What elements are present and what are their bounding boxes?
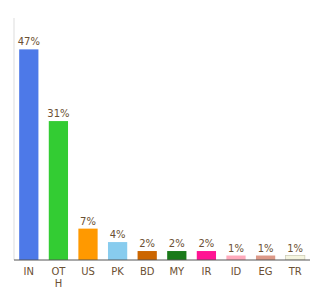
- data-label: 4%: [110, 229, 126, 240]
- bar: [226, 256, 245, 260]
- x-axis-line: [14, 260, 310, 261]
- bar: [197, 251, 216, 260]
- data-label: 1%: [258, 243, 274, 254]
- data-label: 2%: [139, 238, 155, 249]
- x-tick-label: PK: [111, 266, 124, 277]
- bar: [19, 49, 38, 260]
- x-tick-label: US: [81, 266, 95, 277]
- x-tick-label: ID: [231, 266, 242, 277]
- bar: [138, 251, 157, 260]
- x-tick-label: EG: [259, 266, 273, 277]
- chart-container: 47% IN 31% OTH 7% US 4% PK 2% BD 2% MY 2% IR 1% ID 1% EG 1…: [0, 0, 320, 300]
- data-label: 47%: [18, 36, 40, 47]
- bar: [108, 242, 127, 260]
- data-label: 2%: [198, 238, 214, 249]
- bar: [167, 251, 186, 260]
- bar: [49, 121, 68, 260]
- data-label: 1%: [287, 243, 303, 254]
- x-tick-label: TR: [288, 266, 302, 277]
- x-tick-label: OTH: [51, 266, 66, 289]
- y-axis-line: [14, 18, 15, 260]
- bar: [256, 256, 275, 260]
- chart: 47% IN 31% OTH 7% US 4% PK 2% BD 2% MY 2% IR 1% ID 1% EG 1…: [0, 0, 320, 300]
- data-label: 31%: [47, 108, 69, 119]
- bars: [19, 49, 305, 260]
- data-label: 2%: [169, 238, 185, 249]
- bar: [78, 229, 97, 260]
- x-tick-label: IR: [201, 266, 211, 277]
- x-tick-label: IN: [24, 266, 34, 277]
- texts: 47% IN 31% OTH 7% US 4% PK 2% BD 2% MY 2% IR 1% ID 1% EG 1…: [18, 36, 303, 289]
- data-label: 7%: [80, 216, 96, 227]
- x-tick-label: BD: [140, 266, 155, 277]
- bar: [286, 256, 305, 260]
- x-tick-label: MY: [169, 266, 185, 277]
- data-label: 1%: [228, 243, 244, 254]
